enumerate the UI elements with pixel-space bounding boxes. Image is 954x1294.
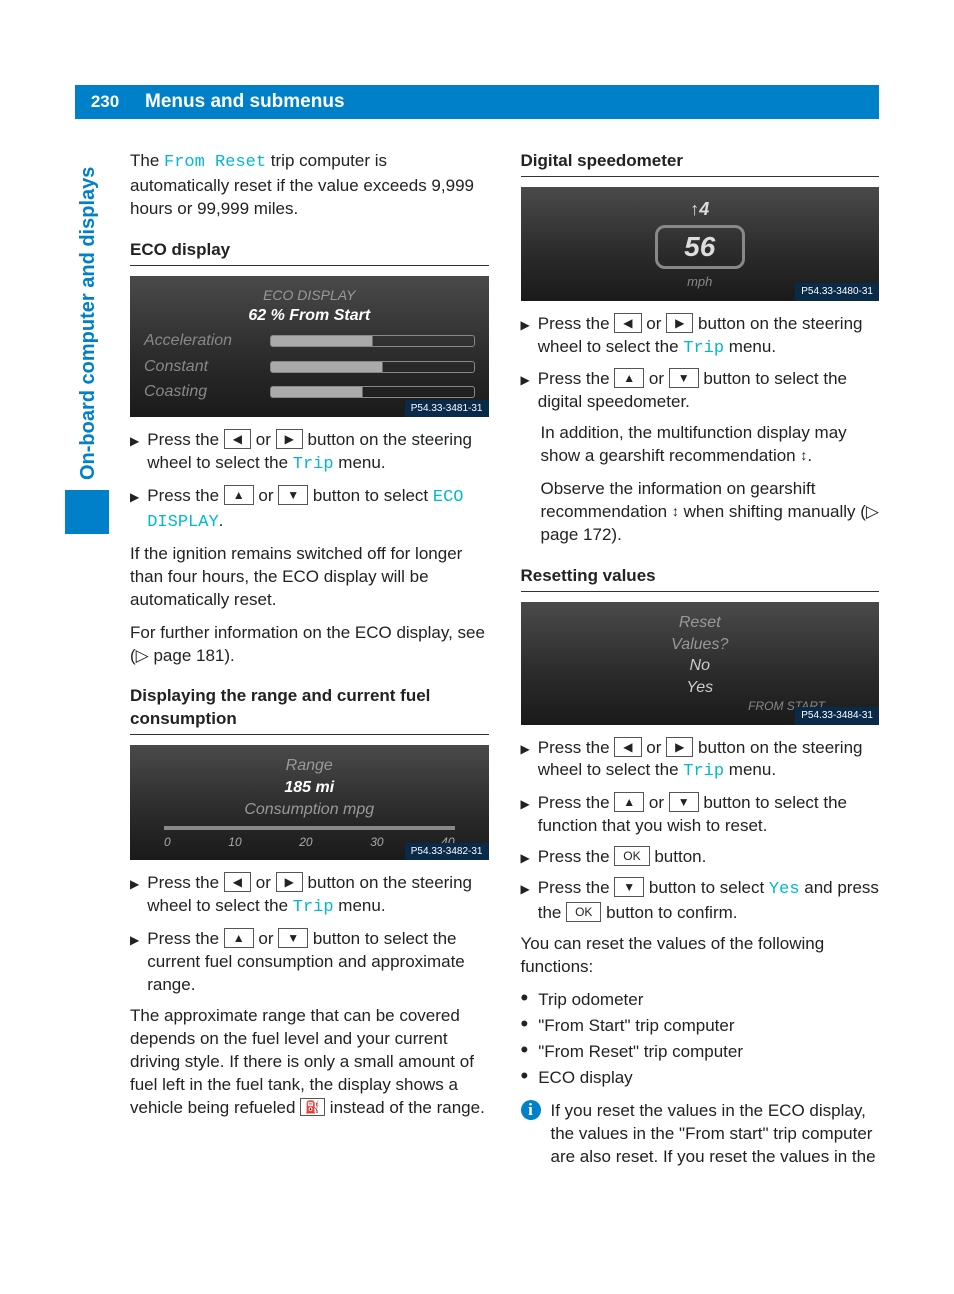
right-button: ▶ (666, 737, 693, 757)
range-heading: Displaying the range and current fuel co… (130, 685, 489, 735)
left-column: The From Reset trip computer is automati… (130, 150, 489, 1169)
eco-para-1: If the ignition remains switched off for… (130, 543, 489, 612)
side-tab-block (65, 490, 109, 534)
ok-button: OK (566, 902, 601, 922)
step-marker (130, 485, 139, 535)
info-icon: i (521, 1100, 541, 1120)
eco-display-screen: ECO DISPLAY 62 % From Start Acceleration… (130, 276, 489, 417)
range-step-2: Press the ▲ or ▼ button to select the cu… (130, 928, 489, 997)
down-button: ▼ (278, 485, 308, 505)
page-title: Menus and submenus (135, 89, 345, 115)
bullet-item: "From Start" trip computer (521, 1015, 880, 1038)
eco-screen-sub: 62 % From Start (144, 305, 475, 327)
up-button: ▲ (224, 485, 254, 505)
range-screen: Range 185 mi Consumption mpg 010203040 P… (130, 745, 489, 860)
page-number: 230 (75, 91, 135, 114)
step-marker (130, 872, 139, 920)
eco-step-2: Press the ▲ or ▼ button to select ECO DI… (130, 485, 489, 535)
step-marker (521, 313, 530, 361)
gauge-tick: 0 (164, 834, 171, 850)
speedometer-screen: ↑4 56 mph P54.33-3480-31 (521, 187, 880, 301)
step-marker (521, 792, 530, 838)
down-button: ▼ (614, 877, 644, 897)
reset-bullet-list: Trip odometer "From Start" trip computer "… (521, 989, 880, 1090)
right-button: ▶ (276, 872, 303, 892)
eco-row: Constant (144, 356, 475, 378)
screen-tag: P54.33-3481-31 (405, 400, 489, 418)
down-button: ▼ (278, 928, 308, 948)
screen-tag: P54.33-3480-31 (795, 283, 879, 301)
gearshift-icon: ↕ (672, 502, 679, 521)
gauge-tick: 20 (299, 834, 312, 850)
step-marker (521, 846, 530, 869)
eco-row-bar (270, 335, 475, 347)
reset-step-4: Press the ▼ button to select Yes and pre… (521, 877, 880, 925)
left-button: ◀ (614, 737, 641, 757)
side-tab-label: On-board computer and displays (75, 167, 102, 480)
bullet-item: Trip odometer (521, 989, 880, 1012)
right-column: Digital speedometer ↑4 56 mph P54.33-348… (521, 150, 880, 1169)
from-reset-code: From Reset (164, 153, 266, 172)
gear-indicator: ↑4 (535, 197, 866, 221)
eco-row-label: Constant (144, 356, 254, 378)
eco-row: Acceleration (144, 330, 475, 352)
eco-row-label: Acceleration (144, 330, 254, 352)
step-marker (130, 429, 139, 477)
intro-paragraph: The From Reset trip computer is automati… (130, 150, 489, 221)
reset-screen: Reset Values? No Yes FROM START P54.33-3… (521, 602, 880, 725)
reset-step-3: Press the OK button. (521, 846, 880, 869)
bullet-item: "From Reset" trip computer (521, 1041, 880, 1064)
right-button: ▶ (276, 429, 303, 449)
speedo-step-2: Press the ▲ or ▼ button to select the di… (521, 368, 880, 414)
reset-para: You can reset the values of the followin… (521, 933, 880, 979)
down-button: ▼ (669, 368, 699, 388)
reset-heading: Resetting values (521, 565, 880, 592)
step-marker (521, 368, 530, 414)
eco-screen-title: ECO DISPLAY (144, 286, 475, 305)
speedo-note-2: Observe the information on gearshift rec… (541, 478, 880, 547)
left-button: ◀ (614, 313, 641, 333)
bullet-item: ECO display (521, 1067, 880, 1090)
reset-step-2: Press the ▲ or ▼ button to select the fu… (521, 792, 880, 838)
step-marker (130, 928, 139, 997)
left-button: ◀ (224, 429, 251, 449)
screen-tag: P54.33-3484-31 (795, 707, 879, 725)
eco-row-label: Coasting (144, 381, 254, 403)
gauge-tick: 30 (370, 834, 383, 850)
eco-heading: ECO display (130, 239, 489, 266)
step-marker (521, 737, 530, 785)
gauge-tick: 10 (228, 834, 241, 850)
range-step-1: Press the ◀ or ▶ button on the steering … (130, 872, 489, 920)
reset-step-1: Press the ◀ or ▶ button on the steering … (521, 737, 880, 785)
refuel-icon: ⛽ (300, 1098, 325, 1116)
speedo-step-1: Press the ◀ or ▶ button on the steering … (521, 313, 880, 361)
eco-row-bar (270, 361, 475, 373)
up-button: ▲ (614, 368, 644, 388)
right-button: ▶ (666, 313, 693, 333)
info-text: If you reset the values in the ECO displ… (551, 1100, 880, 1169)
down-button: ▼ (669, 792, 699, 812)
side-tab: On-board computer and displays (75, 160, 105, 1294)
up-button: ▲ (224, 928, 254, 948)
range-paragraph: The approximate range that can be covere… (130, 1005, 489, 1120)
eco-para-2: For further information on the ECO displ… (130, 622, 489, 668)
eco-row-bar (270, 386, 475, 398)
ok-button: OK (614, 846, 649, 866)
up-button: ▲ (614, 792, 644, 812)
speedo-note-1: In addition, the multifunction display m… (541, 422, 880, 468)
speed-value: 56 (655, 225, 745, 269)
page-header: 230 Menus and submenus (75, 85, 879, 119)
speedo-heading: Digital speedometer (521, 150, 880, 177)
screen-tag: P54.33-3482-31 (405, 843, 489, 861)
left-button: ◀ (224, 872, 251, 892)
step-marker (521, 877, 530, 925)
info-note: i If you reset the values in the ECO dis… (521, 1100, 880, 1169)
eco-step-1: Press the ◀ or ▶ button on the steering … (130, 429, 489, 477)
